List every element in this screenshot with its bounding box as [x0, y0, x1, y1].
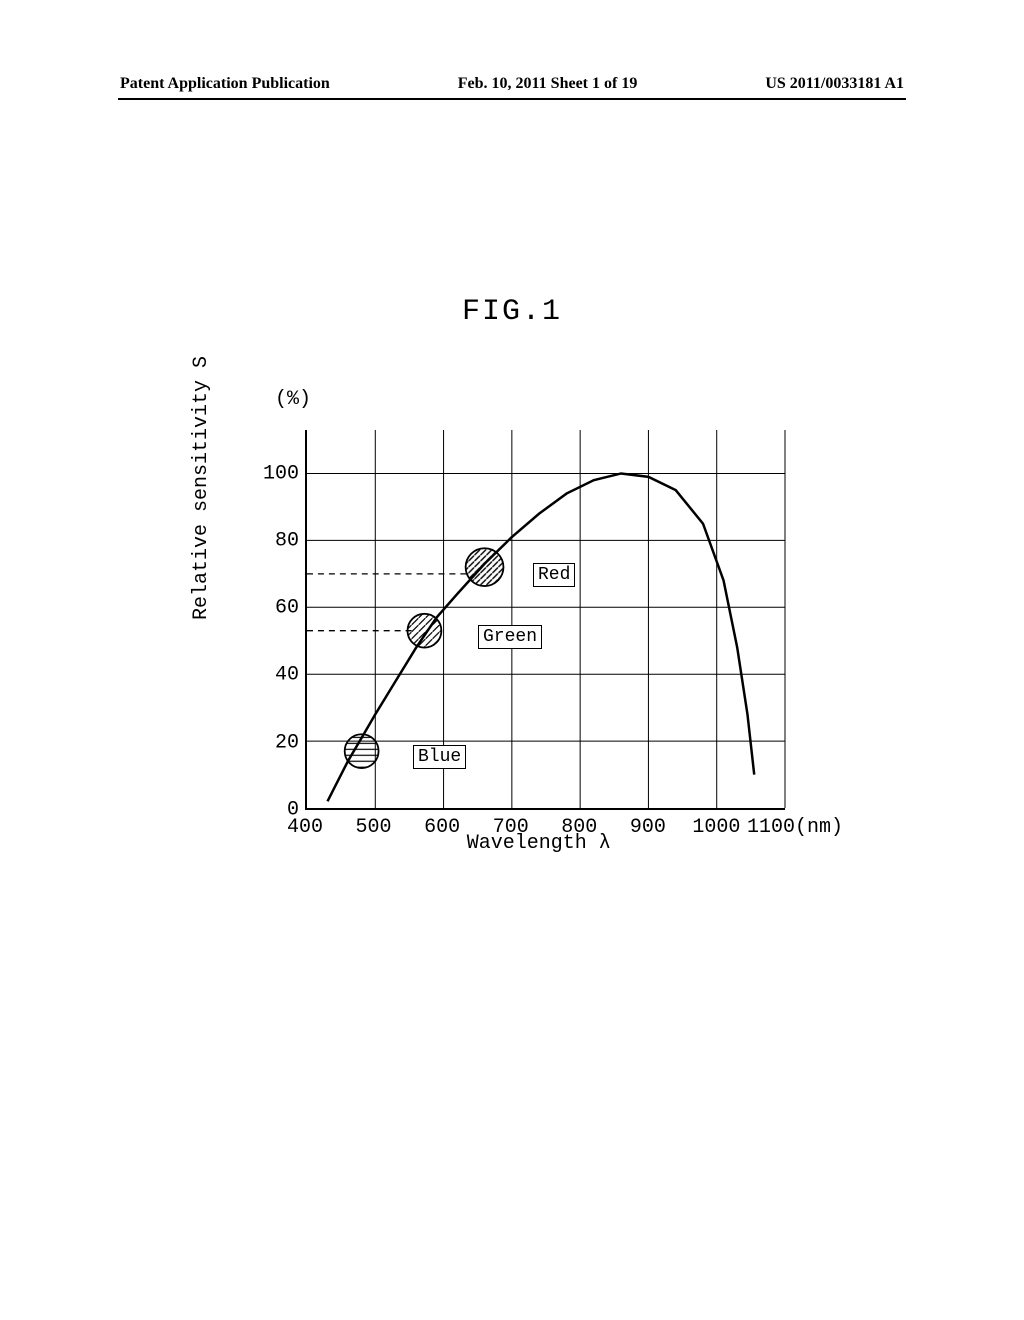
x-tick: 400 — [287, 816, 323, 839]
marker-green — [408, 614, 442, 648]
x-tick: 1000 — [692, 816, 740, 839]
chart-svg — [307, 430, 785, 808]
x-tick-end: 1100(nm) — [747, 816, 843, 839]
y-tick: 100 — [263, 462, 299, 485]
x-tick: 900 — [630, 816, 666, 839]
header-center: Feb. 10, 2011 Sheet 1 of 19 — [458, 75, 638, 93]
y-tick: 80 — [275, 529, 299, 552]
marker-label-blue: Blue — [413, 745, 466, 769]
x-tick: 700 — [493, 816, 529, 839]
sensitivity-chart: Relative sensitivity S Wavelength λ (%) … — [170, 370, 850, 910]
figure-title: FIG.1 — [462, 295, 562, 329]
y-tick: 40 — [275, 664, 299, 687]
marker-label-green: Green — [478, 625, 542, 649]
y-tick: 60 — [275, 597, 299, 620]
page-header: Patent Application Publication Feb. 10, … — [0, 75, 1024, 93]
x-tick: 500 — [356, 816, 392, 839]
x-tick: 800 — [561, 816, 597, 839]
plot-area — [305, 430, 785, 810]
marker-red — [466, 548, 504, 586]
header-left: Patent Application Publication — [120, 75, 330, 93]
y-tick: 20 — [275, 731, 299, 754]
header-rule — [118, 98, 906, 100]
x-tick: 600 — [424, 816, 460, 839]
header-right: US 2011/0033181 A1 — [765, 75, 904, 93]
y-axis-label: Relative sensitivity S — [190, 356, 213, 620]
marker-label-red: Red — [533, 563, 575, 587]
marker-blue — [345, 734, 379, 768]
y-unit: (%) — [275, 388, 311, 411]
